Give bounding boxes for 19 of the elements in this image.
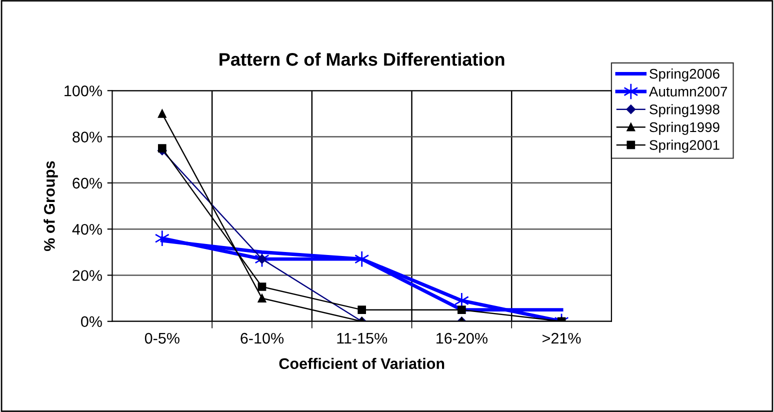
y-tick-label: 20%	[72, 270, 102, 281]
y-tick-label: 40%	[72, 224, 102, 235]
legend-label: Spring1998	[650, 104, 720, 118]
legend-label: Spring1999	[650, 122, 720, 135]
y-tick-label: 80%	[72, 132, 102, 142]
x-axis-title: Coefficient of Variation	[279, 358, 444, 370]
y-tick-label: 60%	[72, 178, 102, 189]
x-tick-label: 6-10%	[240, 332, 284, 344]
x-tick-label: 0-5%	[144, 332, 180, 344]
y-tick-label: 0%	[81, 316, 102, 328]
x-tick-label: 16-20%	[436, 332, 488, 344]
chart-title: Pattern C of Marks Differentiation	[220, 52, 504, 66]
y-axis-title: % of Groups	[44, 161, 58, 252]
legend-label: Spring2001	[650, 140, 720, 153]
x-tick-label: >21%	[542, 332, 581, 344]
x-tick-label: 11-15%	[337, 332, 388, 344]
y-tick-label: 100%	[64, 86, 102, 96]
legend-label: Autumn2007	[648, 86, 728, 97]
legend-label: Spring2006	[650, 68, 720, 82]
